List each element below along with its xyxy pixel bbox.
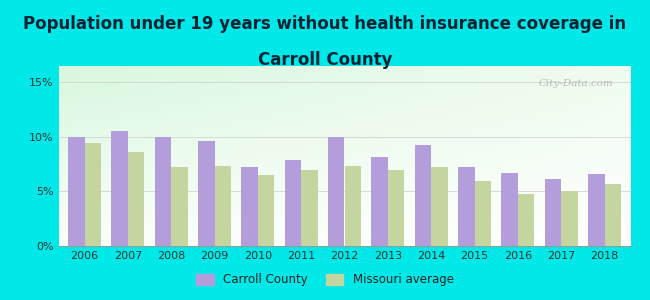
Bar [285, 160, 301, 246]
Bar [214, 167, 231, 246]
Bar [328, 137, 344, 246]
Bar [258, 175, 274, 246]
Bar [68, 137, 84, 246]
Text: City-Data.com: City-Data.com [539, 79, 614, 88]
Bar [588, 174, 604, 246]
Bar [128, 152, 144, 246]
Bar [371, 157, 388, 246]
Bar [501, 173, 518, 246]
Bar [458, 167, 474, 246]
Bar [111, 131, 128, 246]
Bar [431, 167, 448, 246]
Text: Population under 19 years without health insurance coverage in: Population under 19 years without health… [23, 15, 627, 33]
Bar [561, 191, 578, 246]
Legend: Carroll County, Missouri average: Carroll County, Missouri average [191, 269, 459, 291]
Bar [388, 169, 404, 246]
Bar [344, 167, 361, 246]
Bar [84, 143, 101, 246]
Bar [474, 181, 491, 246]
Bar [604, 184, 621, 246]
Bar [415, 145, 431, 246]
Bar [518, 194, 534, 246]
Bar [545, 179, 561, 246]
Bar [171, 167, 188, 246]
Bar [241, 167, 258, 246]
Text: Carroll County: Carroll County [258, 51, 392, 69]
Bar [155, 137, 171, 246]
Bar [198, 141, 214, 246]
Bar [301, 169, 318, 246]
